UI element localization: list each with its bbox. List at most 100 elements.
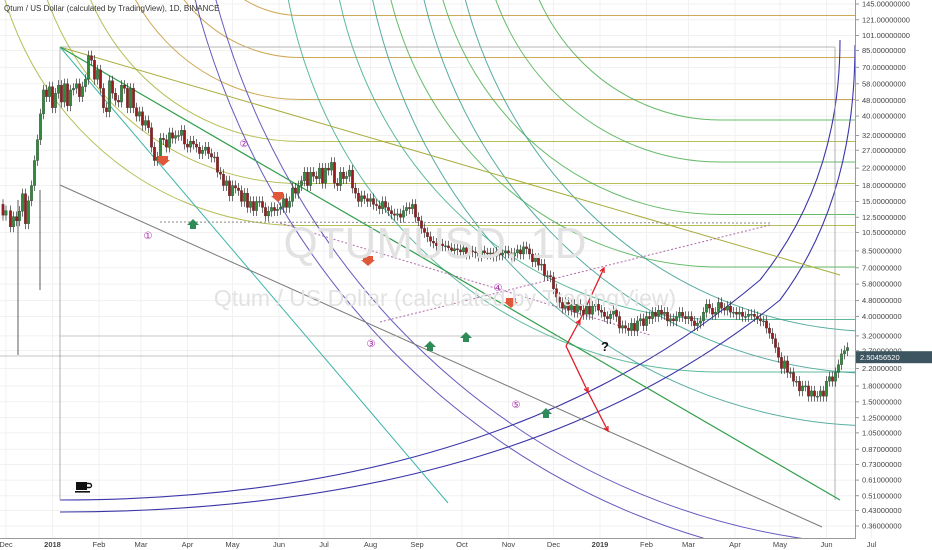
y-tick-label: 1.05000000 [862,428,902,437]
candle-body [792,372,795,382]
candle-body [417,217,420,221]
candle-body [141,111,144,126]
candle-body [534,258,537,262]
candle-body [204,146,207,151]
tradingview-coffee-icon [75,482,93,493]
candle-body [99,69,102,89]
grid [0,0,872,538]
candle-body [330,162,333,171]
candle-body [435,242,438,247]
candle-body [75,83,78,89]
candle-body [348,169,351,177]
sell-marker [361,256,375,266]
y-tick-label: 0.43000000 [862,506,902,515]
candle-body [471,250,474,253]
candle-body [63,83,66,103]
candle-body [588,306,591,315]
candle-body [687,316,690,319]
candle-body [213,156,216,159]
candle-body [735,312,738,315]
candle-body [564,302,567,309]
candle-body [375,204,378,206]
x-tick-label: Sep [410,540,423,549]
candle-body [819,390,822,397]
candle-body [60,85,63,103]
x-tick-label: Dec [547,540,561,549]
candle-body [576,304,579,313]
candle-body [198,146,201,154]
candle-body [126,88,129,108]
candle-body [810,390,813,397]
candle-body [561,302,564,309]
y-tick-label: 1.25000000 [862,413,902,422]
candle-body [684,316,687,319]
candle-body [255,201,258,211]
fib-arc [538,0,855,121]
x-tick-label: Nov [502,540,516,549]
dotted-upper-projection [379,224,771,323]
candle-body [522,246,525,255]
candle-body [195,143,198,148]
candle-body [123,85,126,89]
candle-body [606,316,609,319]
fib-arc [287,0,855,373]
candle-body [165,139,168,148]
fib-arc [442,0,855,215]
swing-label-5: ⑤ [512,400,521,411]
y-tick-label: 0.51000000 [862,491,902,500]
candle-body [327,167,330,171]
buy-marker [540,408,552,418]
candle-body [378,205,381,209]
candle-body [120,85,123,103]
candle-body [456,248,459,250]
candle-body [222,174,225,186]
candle-body [618,316,621,329]
candle-body [219,171,222,175]
y-tick-label: 0.61000000 [862,476,902,485]
candle-body [87,55,90,80]
candle-body [708,304,711,309]
candle-body [183,130,186,145]
current-price-badge: 2.50456520 [856,351,932,364]
fan-line-3 [59,46,449,504]
price-axis[interactable]: 145.00000000 121.00000000 101.00000000 85.0… [855,0,910,538]
candle-body [96,69,99,80]
watermark-symbol: QTUMUSD, 1D [283,219,586,268]
candle-body [813,390,816,397]
time-axis[interactable]: Dec 2018 Feb Mar Apr May Jun Jul Aug Sep Oct Nov Dec… [0,538,877,550]
candle-body [399,213,402,218]
candle-body [102,88,105,108]
candle-body [603,312,606,317]
y-tick-label: 1.50000000 [862,397,902,406]
candle-body [36,139,39,161]
candle-body [750,314,753,316]
fib-arc-outer [59,39,841,501]
candle-body [291,187,294,202]
candle-body [798,381,801,392]
x-tick-label: Apr [182,540,194,549]
candle-body [57,85,60,94]
x-tick-label: May [225,540,239,549]
candle-body [543,263,546,276]
drawings [0,0,855,538]
y-tick-label: 48.00000000 [862,96,906,105]
candle-body [51,86,54,108]
candle-body [468,250,471,255]
candle-body [801,385,804,392]
candle-body [363,195,366,199]
candle-body [345,176,348,179]
y-tick-label: 145.00000000 [862,0,910,9]
candle-body [690,316,693,322]
candle-body [267,211,270,217]
candle-body [648,316,651,319]
candle-body [795,381,798,383]
candle-body [354,187,357,194]
candle-body [384,201,387,208]
candle-body [387,207,390,211]
candle-body [759,318,762,322]
candle-body [135,107,138,117]
x-tick-label: Dec [0,540,13,549]
candle-body [621,325,624,329]
candle-body [309,171,312,186]
